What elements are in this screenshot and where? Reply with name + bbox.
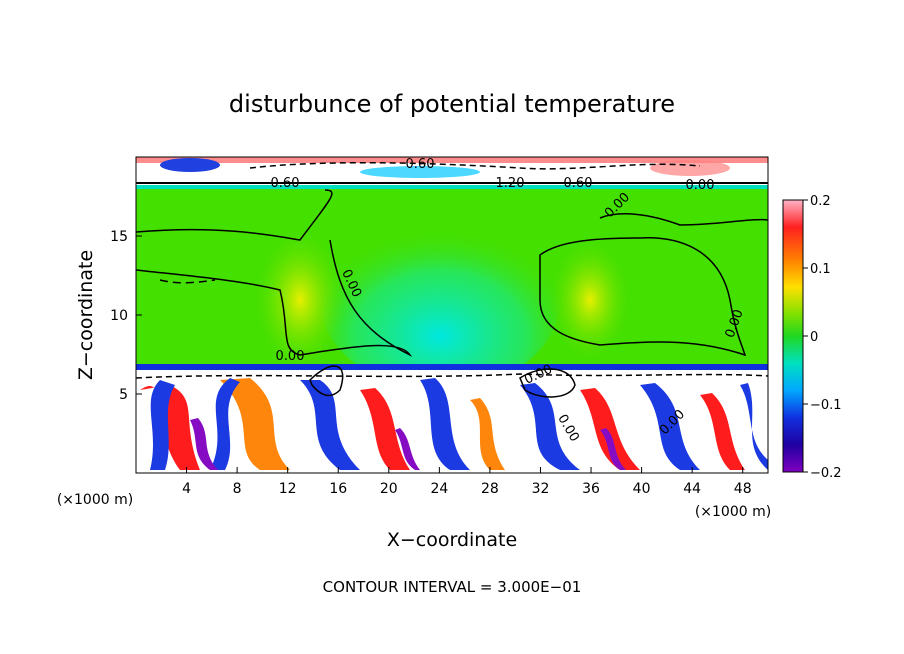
x-tick-label: 44 — [683, 481, 701, 497]
colorbar-tick-label: 0.1 — [810, 262, 831, 277]
x-tick-label: 36 — [582, 481, 600, 497]
y-tick-label: 15 — [110, 229, 128, 245]
x-tick-label: 20 — [380, 481, 398, 497]
x-tick-label: 16 — [329, 481, 347, 497]
colorbar-tick-label: 0.2 — [810, 194, 831, 209]
x-axis-label: X−coordinate — [387, 529, 517, 551]
contour-label: 0.00 — [686, 178, 715, 193]
y-tick-label: 5 — [119, 387, 128, 403]
x-unit-label: (×1000 m) — [695, 504, 771, 520]
convective-cells — [140, 378, 768, 470]
contour-label: 0.60 — [271, 176, 300, 191]
heatmap-field — [136, 157, 768, 473]
warm-region-left — [255, 230, 345, 370]
colorbar — [782, 199, 804, 473]
x-tick-label: 28 — [481, 481, 499, 497]
warm-region-right — [550, 240, 630, 360]
contour-interval-note: CONTOUR INTERVAL = 3.000E−01 — [323, 578, 582, 596]
colorbar-tick-label: −0.1 — [810, 398, 842, 413]
contour-label: 0.60 — [564, 176, 593, 191]
contour-label: 0.00 — [276, 349, 305, 364]
chart-title: disturbunce of potential temperature — [229, 90, 675, 118]
contour-label: 0.60 — [406, 157, 435, 172]
y-axis-label: Z−coordinate — [75, 250, 97, 380]
x-tick-label: 40 — [633, 481, 651, 497]
colorbar-tick-label: 0 — [810, 330, 818, 345]
x-tick-label: 24 — [430, 481, 448, 497]
x-tick-label: 4 — [182, 481, 191, 497]
contour-label: 1.20 — [496, 176, 525, 191]
cyan-region — [320, 210, 560, 390]
colorbar-tick-label: −0.2 — [810, 466, 842, 481]
x-axis-ticks: 4 8 12 16 20 24 28 32 36 40 44 48 — [182, 467, 752, 497]
x-tick-label: 32 — [532, 481, 550, 497]
x-tick-label: 48 — [734, 481, 752, 497]
colorbar-ticks: 0.2 0.1 0 −0.1 −0.2 — [803, 194, 842, 481]
y-tick-label: 10 — [110, 308, 128, 324]
x-tick-label: 8 — [233, 481, 242, 497]
contour-lines — [136, 161, 768, 398]
x-tick-label: 12 — [279, 481, 297, 497]
y-axis-ticks: 5 10 15 — [110, 229, 142, 403]
y-unit-label: (×1000 m) — [57, 492, 133, 508]
